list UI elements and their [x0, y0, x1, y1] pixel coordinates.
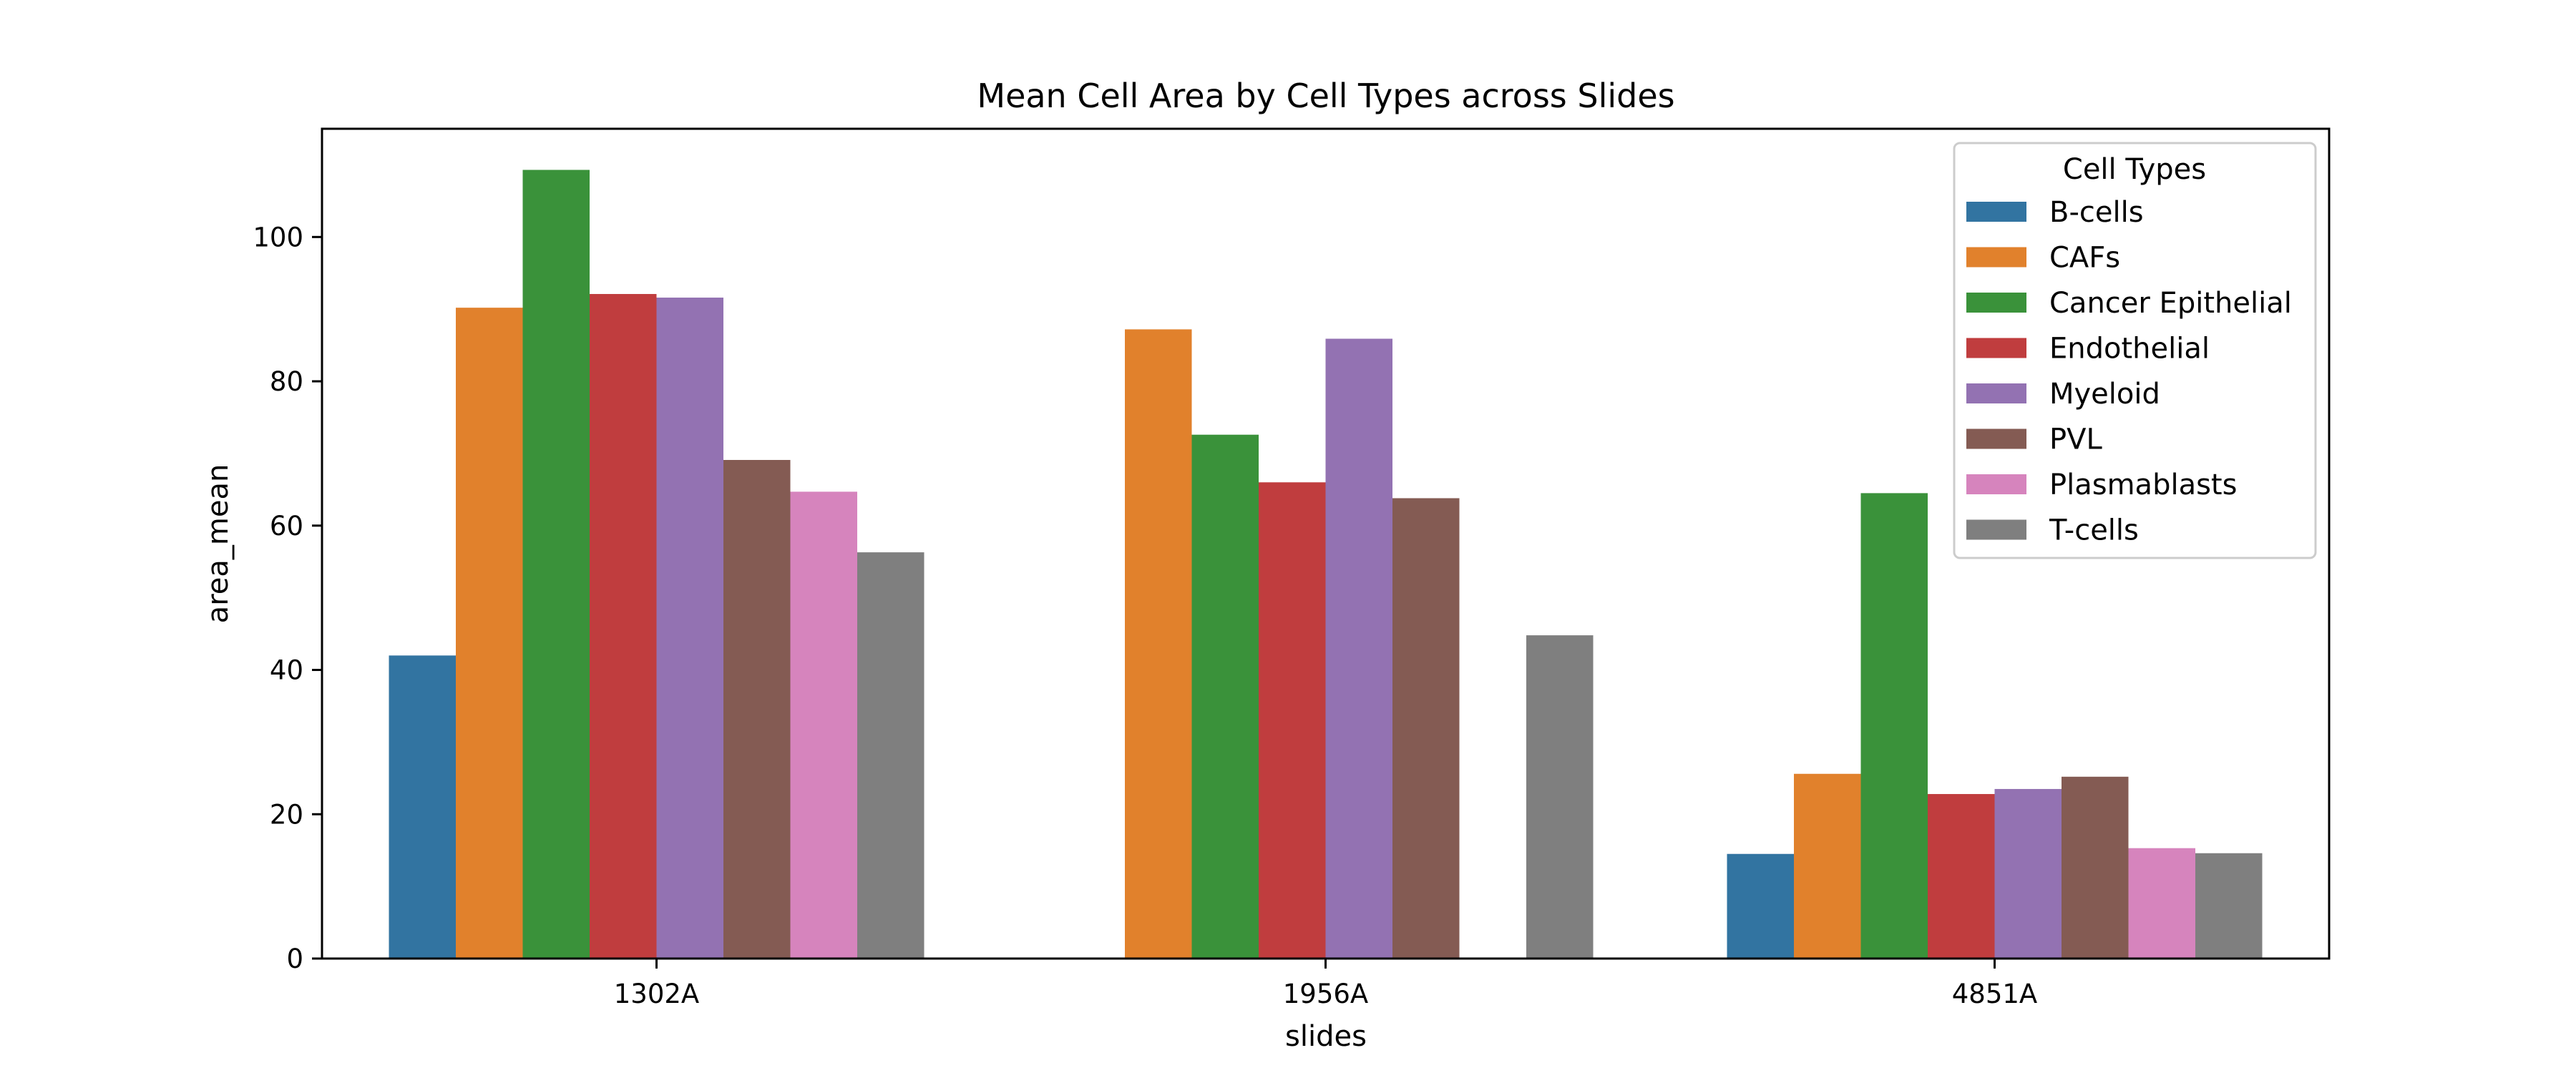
legend-label: Plasmablasts [2049, 469, 2237, 501]
y-tick-label: 20 [270, 799, 303, 830]
legend-swatch [1966, 338, 2026, 358]
legend-title: Cell Types [2063, 153, 2206, 186]
bar-cancer-epithelial-1302a [522, 170, 590, 959]
bar-pvl-4851a [2062, 776, 2129, 959]
bars-group [389, 170, 2263, 959]
legend-label: Endothelial [2049, 333, 2210, 366]
x-axis: 1302A 1956A 4851A [614, 959, 2037, 1009]
bar-plasmablasts-1302a [790, 491, 857, 959]
x-tick-label: 4851A [1952, 979, 2037, 1009]
bar-cafs-1956a [1125, 329, 1192, 959]
bar-cancer-epithelial-1956a [1191, 434, 1259, 959]
legend-swatch [1966, 202, 2026, 222]
bar-t-cells-4851a [2195, 853, 2263, 959]
x-axis-label: slides [1285, 1020, 1367, 1053]
bar-b-cells-4851a [1727, 853, 1794, 959]
bar-myeloid-1956a [1325, 338, 1392, 959]
bar-cafs-4851a [1794, 773, 1861, 959]
legend-swatch [1966, 383, 2026, 403]
legend-label: B-cells [2049, 196, 2144, 229]
y-tick-label: 40 [270, 655, 303, 686]
bar-cafs-1302a [456, 308, 523, 959]
y-axis-label: area_mean [202, 464, 235, 624]
legend-label: PVL [2049, 423, 2102, 456]
y-tick-label: 60 [270, 511, 303, 542]
bar-pvl-1956a [1392, 498, 1460, 959]
legend-label: T-cells [2049, 514, 2139, 547]
bar-cancer-epithelial-4851a [1860, 493, 1928, 959]
bar-t-cells-1302a [857, 552, 924, 959]
bar-endothelial-1956a [1259, 482, 1326, 959]
x-tick-label: 1956A [1283, 979, 1368, 1009]
bar-endothelial-4851a [1928, 794, 1995, 959]
legend-label: Cancer Epithelial [2049, 287, 2292, 320]
chart-title: Mean Cell Area by Cell Types across Slid… [977, 77, 1674, 115]
bar-myeloid-4851a [1994, 788, 2062, 959]
bar-pvl-1302a [723, 459, 791, 959]
bar-t-cells-1956a [1526, 635, 1594, 959]
bar-b-cells-1302a [389, 655, 456, 959]
legend: Cell Types B-cells CAFs Cancer Epithelial E… [1953, 142, 2317, 559]
legend-swatch [1966, 519, 2026, 540]
legend-swatch [1966, 474, 2026, 494]
legend-label: CAFs [2049, 242, 2120, 275]
legend-swatch [1966, 293, 2026, 313]
legend-label: Myeloid [2049, 378, 2160, 411]
y-axis: 0 20 40 60 80 100 [253, 222, 322, 974]
x-tick-label: 1302A [614, 979, 699, 1009]
bar-endothelial-1302a [590, 293, 657, 959]
legend-swatch [1966, 428, 2026, 449]
y-tick-label: 100 [253, 222, 303, 253]
legend-box [1953, 142, 2317, 559]
bar-myeloid-1302a [656, 298, 723, 959]
y-tick-label: 80 [270, 366, 303, 397]
legend-swatch [1966, 247, 2026, 268]
bar-plasmablasts-4851a [2128, 848, 2195, 959]
y-tick-label: 0 [286, 944, 303, 974]
